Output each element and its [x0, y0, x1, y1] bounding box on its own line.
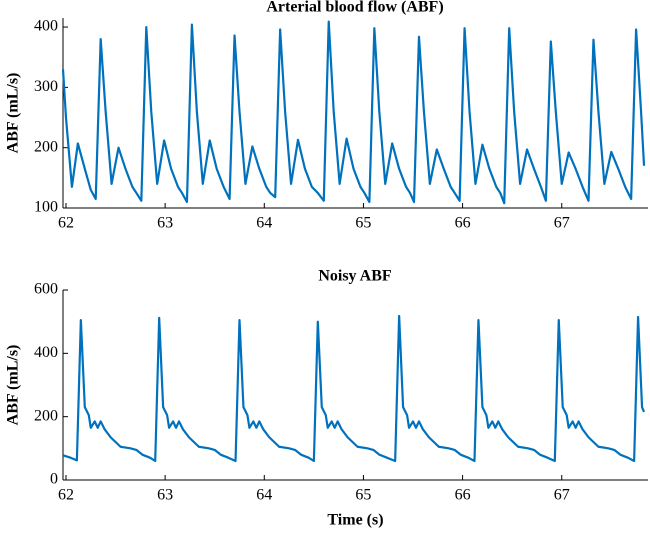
y-tick-label: 400	[34, 18, 58, 35]
y-tick-label: 400	[34, 344, 58, 361]
x-tick-label: 65	[355, 215, 371, 232]
data-line	[61, 20, 646, 205]
y-tick-label: 200	[34, 407, 58, 424]
x-tick-label: 67	[554, 487, 570, 504]
x-tick-label: 62	[58, 487, 74, 504]
x-tick-label: 66	[455, 487, 471, 504]
y-tick-label: 300	[34, 78, 58, 95]
y-tick-label: 100	[34, 199, 58, 216]
x-tick-label: 64	[256, 215, 272, 232]
y-axis-label: ABF (mL/s)	[5, 73, 22, 154]
data-line	[62, 314, 646, 463]
x-tick-label: 63	[157, 487, 173, 504]
y-axis-label: ABF (mL/s)	[5, 345, 22, 426]
x-tick-label: 65	[355, 487, 371, 504]
x-axis-label: Time (s)	[327, 512, 383, 529]
chart-title: Noisy ABF	[318, 268, 392, 285]
x-tick-label: 62	[58, 215, 74, 232]
y-tick-label: 600	[34, 281, 58, 298]
chart-title: Arterial blood flow (ABF)	[266, 0, 443, 16]
x-tick-label: 67	[554, 215, 570, 232]
y-tick-label: 0	[50, 471, 58, 488]
x-tick-label: 63	[157, 215, 173, 232]
y-tick-label: 200	[34, 138, 58, 155]
x-tick-label: 64	[256, 487, 272, 504]
x-tick-label: 66	[455, 215, 471, 232]
